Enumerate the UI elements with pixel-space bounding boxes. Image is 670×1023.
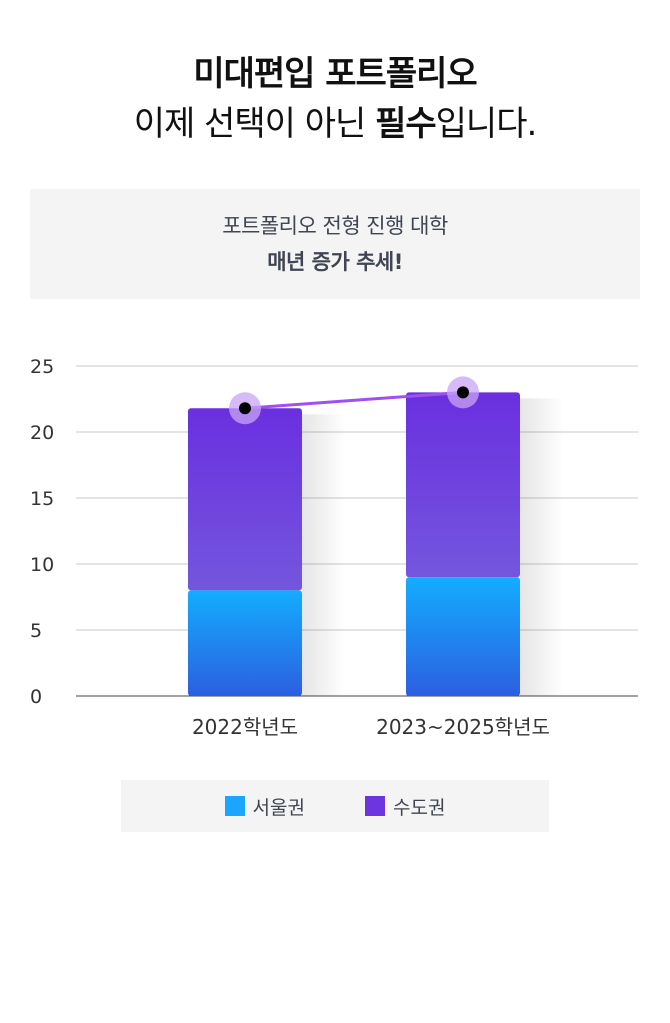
headline-title: 미대편입 포트폴리오 (193, 54, 477, 94)
y-tick-label: 25 (30, 356, 54, 378)
stacked-bar-chart: 0 5 10 15 20 25 2022학년도 2023~2025학년도 (30, 356, 638, 739)
legend-label-seoul: 서울권 (252, 796, 305, 819)
headline: 미대편입 포트폴리오 이제 선택이 아닌 필수입니다. (0, 52, 670, 146)
trend-line-layer (229, 376, 479, 425)
y-tick-label: 10 (30, 554, 54, 576)
trend-line (244, 390, 464, 410)
headline-subtitle-emphasis: 필수 (375, 104, 437, 144)
trend-point (457, 386, 469, 399)
y-tick-label: 5 (30, 620, 42, 642)
legend-label-metro: 수도권 (393, 796, 446, 819)
legend-swatch-metro (365, 796, 385, 816)
y-tick-label: 20 (30, 422, 54, 444)
bar-seoul-0 (188, 590, 302, 696)
chart-legend: 서울권 수도권 (121, 780, 549, 832)
legend-item-metro: 수도권 (365, 793, 445, 820)
y-tick-label: 0 (30, 686, 42, 708)
legend-swatch-seoul (224, 796, 245, 816)
bar-seoul-1 (406, 577, 520, 696)
bar-shadow (520, 398, 564, 696)
x-tick-label: 2023~2025학년도 (376, 715, 550, 739)
headline-subtitle-prefix: 이제 선택이 아닌 (133, 104, 376, 144)
x-tick-label: 2022학년도 (192, 715, 298, 739)
axis-label-layer: 0 5 10 15 20 25 2022학년도 2023~2025학년도 (30, 356, 550, 739)
bar-metro-0 (188, 408, 302, 591)
bar-layer (188, 392, 564, 696)
chart-callout: 포트폴리오 전형 진행 대학 매년 증가 추세! (30, 189, 640, 299)
callout-emphasis: 매년 증가 추세! (267, 250, 403, 274)
bar-metro-1 (406, 392, 520, 578)
callout-title: 포트폴리오 전형 진행 대학 (222, 214, 448, 238)
trend-point (239, 402, 251, 415)
legend-item-seoul: 서울권 (224, 793, 305, 820)
headline-subtitle: 이제 선택이 아닌 필수입니다. (0, 102, 670, 146)
bar-shadow (302, 414, 346, 696)
headline-subtitle-suffix: 입니다. (435, 104, 538, 144)
y-tick-label: 15 (30, 488, 54, 510)
